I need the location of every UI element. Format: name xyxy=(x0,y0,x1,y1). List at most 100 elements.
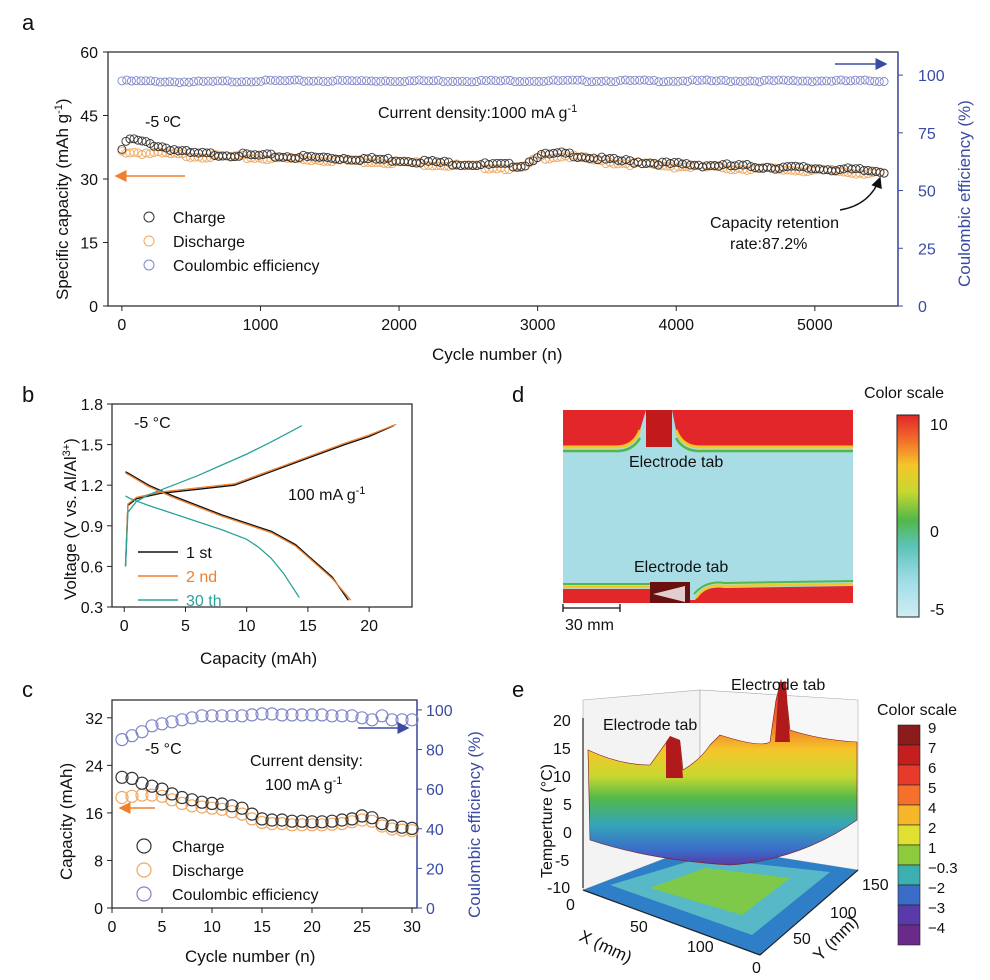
panel-c-ytick-right-label: 80 xyxy=(426,743,444,760)
panel-b-xtick-label: 15 xyxy=(299,618,317,635)
panel-a-ce-point xyxy=(673,76,683,86)
panel-a-charge-point xyxy=(875,167,885,177)
panel-c-ce-point xyxy=(235,709,249,723)
panel-a-charge-point xyxy=(621,155,631,165)
panel-a-ce-point xyxy=(189,77,199,87)
panel-e-y-tick-150: 150 xyxy=(862,877,889,894)
panel-c-discharge-point xyxy=(125,789,139,803)
panel-c-ce-point xyxy=(255,707,269,721)
panel-a-ce-point xyxy=(491,76,501,86)
panel-a-ce-point xyxy=(117,76,127,86)
panel-a-ce-point xyxy=(831,75,841,85)
legend-2nd: 2 nd xyxy=(186,569,217,586)
panel-e-tab-left-label: Electrode tab xyxy=(603,717,697,734)
panel-c-label: c xyxy=(22,677,33,702)
panel-a-charge-point xyxy=(799,162,808,172)
panel-a-ce-point xyxy=(668,76,678,86)
panel-a-ce-point xyxy=(611,77,621,87)
panel-a-ce-point xyxy=(376,76,386,86)
panel-a-ce-point xyxy=(826,76,836,86)
panel-c-ce-point xyxy=(345,709,359,723)
panel-a-xlabel: Cycle number (n) xyxy=(432,345,562,364)
panel-a-ce-point xyxy=(371,76,381,86)
panel-a-ce-point xyxy=(745,76,755,86)
panel-a-ce-point xyxy=(203,76,213,86)
panel-e-z-tick-0: 0 xyxy=(563,825,572,842)
panel-c-xtick-label: 10 xyxy=(203,919,221,936)
panel-e-y-tick-50: 50 xyxy=(793,931,811,948)
panel-a-ce-point xyxy=(822,76,832,86)
panel-c-discharge-point xyxy=(165,793,179,807)
panel-a-ce-point xyxy=(774,75,784,85)
panel-c-discharge-point xyxy=(175,796,189,811)
legend-c-charge: Charge xyxy=(172,839,225,856)
panel-a-ce-point xyxy=(179,77,189,87)
panel-e-colorbar-swatch xyxy=(897,804,921,826)
panel-e-colorbar-swatch xyxy=(897,784,921,806)
panel-a-ce-point xyxy=(313,76,323,86)
panel-c-xtick-label: 5 xyxy=(158,919,167,936)
panel-a-ce-point xyxy=(290,75,299,85)
panel-e-colorbar-tick: 9 xyxy=(928,720,936,737)
panel-d-tab-bottom-label: Electrode tab xyxy=(634,559,728,576)
panel-c-charge-point xyxy=(295,814,309,828)
panel-b-ytick-label: 0.6 xyxy=(81,559,103,576)
panel-a-ce-point xyxy=(218,76,227,86)
panel-c-ce-point xyxy=(305,708,319,722)
panel-a-ce-point xyxy=(510,77,520,87)
panel-e-colorbar: Color scale 9 7 6 5 4 2 1 −0.3 −2 −3 −4 xyxy=(877,702,958,946)
panel-a-retention-line2: rate:87.2% xyxy=(730,236,807,253)
panel-a-current-density: Current density:1000 mA g-1 xyxy=(378,103,577,122)
panel-c-charge-point xyxy=(185,793,199,807)
panel-a-ce-point xyxy=(323,77,333,87)
panel-a-retention-arrow xyxy=(839,176,882,211)
panel-a-ce-point xyxy=(261,75,271,85)
panel-a-ce-point xyxy=(711,76,721,86)
panel-b-xtick-label: 0 xyxy=(120,618,129,635)
panel-d-label: d xyxy=(512,382,524,407)
panel-c-discharge-point xyxy=(245,812,259,826)
panel-c-charge-point xyxy=(225,799,239,813)
panel-b-current: 100 mA g-1 xyxy=(288,485,365,504)
panel-a-ce-point xyxy=(812,76,822,86)
panel-c-charge-point xyxy=(285,814,299,828)
panel-a-ce-point xyxy=(793,76,803,86)
panel-c-ytick-left-label: 0 xyxy=(94,901,103,918)
panel-a-charge-point xyxy=(714,161,724,171)
panel-c-xtick-label: 20 xyxy=(303,919,321,936)
panel-c-charge-point xyxy=(365,811,379,825)
panel-d-colorbar-gradient xyxy=(896,414,920,618)
panel-d-top-edge-yellow xyxy=(563,429,853,449)
panel-d-top-tab xyxy=(646,410,672,447)
panel-a-charge-point xyxy=(262,149,272,159)
panel-a-ce-point xyxy=(150,76,160,86)
panel-a-ce-point xyxy=(309,76,319,86)
panel-a-ce-point xyxy=(683,76,693,86)
panel-a-charge-point xyxy=(472,161,482,171)
panel-d-top-edge-green xyxy=(563,437,853,453)
panel-a-ce-point xyxy=(222,76,232,86)
panel-c-discharge-point xyxy=(185,799,199,813)
panel-c-charge-point xyxy=(375,816,389,831)
panel-a-ce-point xyxy=(783,76,793,86)
panel-a-ce-point xyxy=(855,75,865,85)
panel-a-ce-point xyxy=(184,77,194,87)
panel-a-ytick-right-label: 50 xyxy=(918,184,936,201)
panel-c-ce-point xyxy=(175,713,189,727)
panel-a-charge-point xyxy=(411,158,421,168)
panel-a-ce-point xyxy=(131,76,141,86)
panel-a-ce-point xyxy=(630,75,640,85)
panel-b-xtick-label: 20 xyxy=(360,618,378,635)
panel-a-ce-point xyxy=(587,77,597,87)
panel-a-ce-point xyxy=(755,77,764,87)
panel-a-ce-point xyxy=(237,77,247,87)
panel-e-colorbar-swatch xyxy=(897,884,921,906)
panel-b-ytick-label: 0.3 xyxy=(81,600,103,617)
panel-a-charge-point xyxy=(879,168,889,178)
panel-a-charge-point xyxy=(141,137,151,147)
panel-a-ce-point xyxy=(759,75,769,85)
panel-e-colorbar-tick: −3 xyxy=(928,900,945,917)
panel-b-1st-charge-line xyxy=(124,425,394,567)
panel-c-ytick-left-label: 32 xyxy=(85,711,103,728)
panel-a-label: a xyxy=(22,10,35,35)
